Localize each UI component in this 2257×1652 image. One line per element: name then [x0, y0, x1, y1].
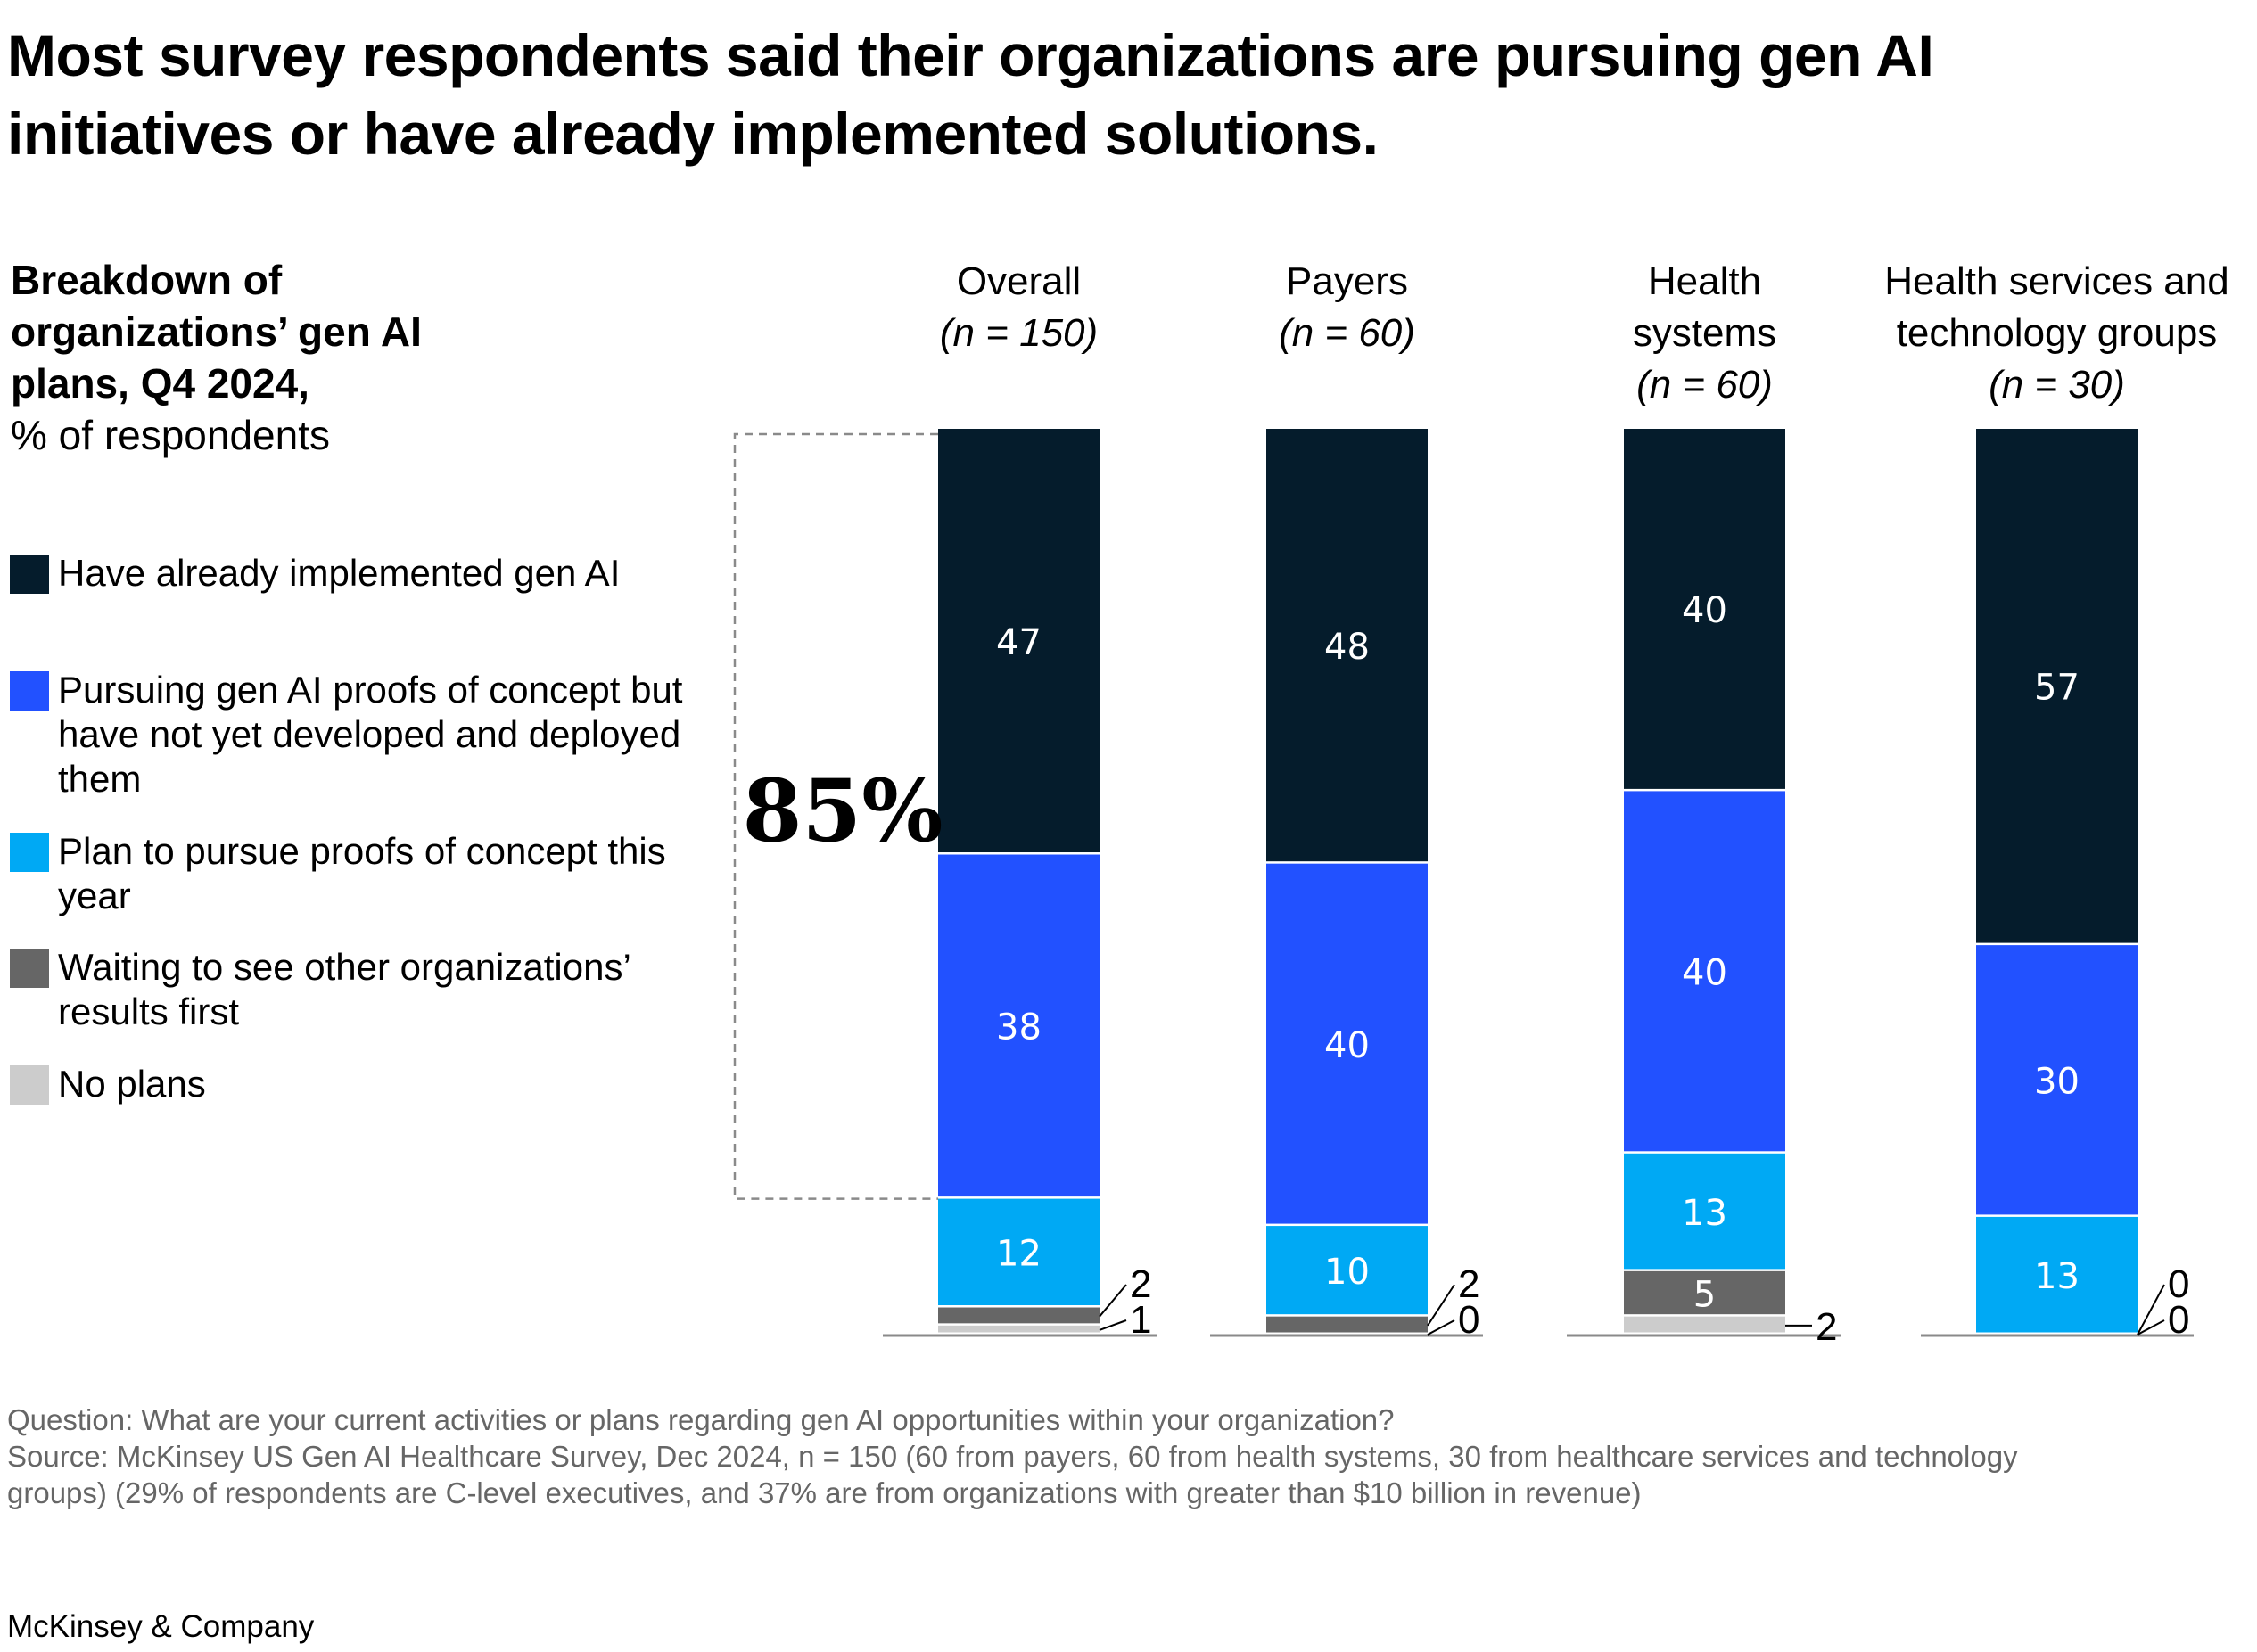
bar-segment — [1976, 1216, 2138, 1333]
legend-label: Pursuing gen AI proofs of concept but ha… — [58, 669, 683, 800]
bar-segment — [938, 1307, 1100, 1324]
legend-label: Plan to pursue proofs of concept this ye… — [58, 830, 666, 916]
bar-segment — [938, 854, 1100, 1197]
bar-segment — [1266, 1316, 1428, 1333]
bar-segment — [1624, 1153, 1785, 1270]
leader-line — [1427, 1319, 1455, 1336]
bar-segment — [1266, 429, 1428, 862]
bar-segment — [1976, 429, 2138, 943]
category-label: Payers — [1286, 259, 1408, 303]
bar-segment — [938, 1198, 1100, 1306]
footnote-source-line1: Source: McKinsey US Gen AI Healthcare Su… — [7, 1440, 2018, 1473]
category-label: systems — [1633, 311, 1776, 355]
legend-label: Waiting to see other organizations’ resu… — [58, 946, 630, 1032]
data-label: 12 — [996, 1234, 1042, 1275]
leader-line — [1099, 1319, 1127, 1331]
bar-segment — [1624, 1316, 1785, 1333]
data-label: 47 — [996, 622, 1042, 663]
callout-label: 0 — [2168, 1262, 2189, 1306]
data-label: 10 — [1324, 1252, 1370, 1293]
bar-segment — [1624, 1270, 1785, 1315]
legend-swatch — [10, 1065, 49, 1105]
subtitle-main: Breakdown of organizations’ gen AI plans… — [11, 257, 422, 407]
data-label: 38 — [996, 1007, 1042, 1048]
bar-segment — [938, 1325, 1100, 1333]
legend-swatch — [10, 833, 49, 872]
category-label: Health — [1648, 259, 1761, 303]
legend-swatch — [10, 555, 49, 594]
data-label: 40 — [1682, 953, 1727, 994]
data-label: 57 — [2034, 668, 2080, 709]
data-label: 40 — [1682, 590, 1727, 631]
callout-label: 1 — [1130, 1298, 1151, 1342]
category-n-label: (n = 60) — [1279, 311, 1415, 355]
brand-logo-text: McKinsey & Company — [7, 1609, 315, 1644]
legend-swatch — [10, 671, 49, 711]
callout-label: 2 — [1816, 1305, 1837, 1349]
legend-swatch — [10, 949, 49, 988]
legend-label: Have already implemented gen AI — [58, 552, 621, 594]
callout-label: 2 — [1130, 1262, 1151, 1306]
category-label: Health services and — [1884, 259, 2228, 303]
bar-segment — [1266, 863, 1428, 1224]
data-label: 40 — [1324, 1025, 1370, 1066]
data-label: 13 — [1682, 1193, 1727, 1234]
leader-line — [2137, 1284, 2165, 1336]
chart-subtitle: Breakdown of organizations’ gen AI plans… — [11, 254, 510, 461]
category-n-label: (n = 30) — [1989, 363, 2125, 407]
footnote: Question: What are your current activiti… — [7, 1401, 2236, 1511]
leader-line — [2137, 1319, 2165, 1336]
category-label: technology groups — [1897, 311, 2218, 355]
callout-label: 2 — [1458, 1262, 1479, 1306]
category-n-label: (n = 60) — [1636, 363, 1773, 407]
annotation-bracket — [733, 432, 938, 1200]
category-n-label: (n = 150) — [940, 311, 1098, 355]
bar-segment — [1266, 1226, 1428, 1315]
chart-title: Most survey respondents said their organ… — [7, 22, 1934, 167]
data-label: 13 — [2034, 1256, 2080, 1297]
annotation-85-percent: 85% — [743, 760, 943, 861]
bar-segment — [1976, 945, 2138, 1215]
leader-line — [1427, 1284, 1455, 1327]
bar-segment — [938, 429, 1100, 853]
data-label: 48 — [1324, 627, 1370, 668]
data-label: 30 — [2034, 1062, 2080, 1103]
footnote-question: Question: What are your current activiti… — [7, 1403, 1395, 1436]
callout-label: 0 — [2168, 1298, 2189, 1342]
data-label: 5 — [1693, 1274, 1716, 1315]
footnote-source-line2: groups) (29% of respondents are C-level … — [7, 1476, 1642, 1509]
bar-segment — [1624, 429, 1785, 789]
category-label: Overall — [957, 259, 1081, 303]
callout-label: 0 — [1458, 1298, 1479, 1342]
bar-segment — [1624, 791, 1785, 1152]
legend-label: No plans — [58, 1063, 206, 1105]
leader-line — [1099, 1284, 1127, 1318]
subtitle-unit: % of respondents — [11, 412, 331, 458]
